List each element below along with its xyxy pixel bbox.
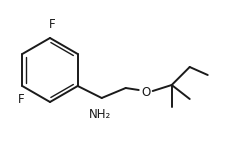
Text: O: O bbox=[141, 87, 150, 100]
Text: F: F bbox=[18, 93, 25, 106]
Text: NH₂: NH₂ bbox=[89, 108, 111, 121]
Text: F: F bbox=[49, 18, 55, 31]
